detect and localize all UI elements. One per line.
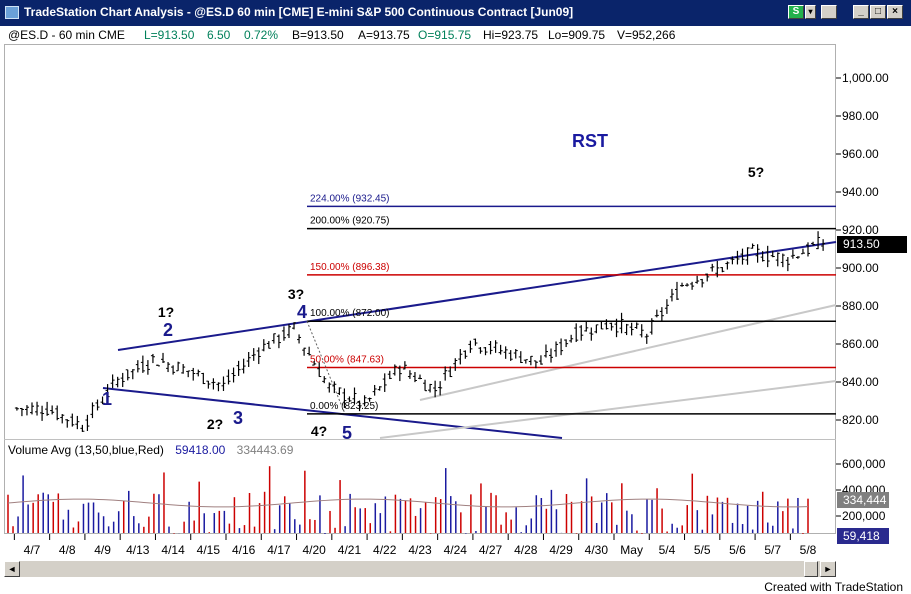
date-axis-layer: 4/7 4/8 4/9 4/13 4/14 4/15 4/16 4/17 4/20 4/21 4/2…	[13, 534, 817, 557]
scroll-thumb[interactable]	[804, 561, 818, 577]
fib-level-label: 50.00% (847.63)	[310, 355, 384, 366]
price-axis-label: 860.00	[842, 337, 879, 351]
volume-last-badge: 59,418	[837, 528, 889, 544]
open-price: O=915.75	[418, 28, 472, 42]
price-axis-label: 880.00	[842, 299, 879, 313]
wave-label: 1	[102, 389, 112, 409]
net-change-pct: 0.72%	[244, 28, 279, 42]
horizontal-scrollbar[interactable]: ◄ ►	[4, 560, 836, 577]
wave-labels-layer: 1 1?2 2? 3 3?4 4? 5 5?	[102, 164, 764, 443]
price-axis-label: 820.00	[842, 413, 879, 427]
price-bars-layer	[14, 231, 826, 432]
last-price-badge: 913.50	[837, 236, 907, 253]
price-axis-label: 940.00	[842, 185, 879, 199]
volume-axis-label: 200,000	[842, 509, 886, 523]
date-axis-label: 5/6	[729, 543, 746, 557]
lower-trendline	[102, 387, 563, 439]
fibonacci-levels-layer: 224.00% (932.45) 200.00% (920.75) 150.00% …	[306, 193, 836, 415]
price-axis-label: 980.00	[842, 109, 879, 123]
high-price: Hi=923.75	[483, 28, 539, 42]
close-button[interactable]: ×	[887, 5, 903, 19]
wave-label: 4	[297, 302, 307, 322]
price-axis-label: 1,000.00	[842, 71, 889, 85]
volume-indicator-name: Volume Avg (13,50,blue,Red)	[8, 443, 164, 457]
wave-label: 2	[163, 320, 173, 340]
date-axis-label: 4/21	[338, 543, 362, 557]
volume-pane-divider[interactable]	[4, 439, 836, 440]
date-axis-label: May	[620, 543, 643, 557]
volume-value-1: 59418.00	[175, 443, 226, 457]
volume-value-2: 334443.69	[236, 443, 294, 457]
rst-annotation: RST	[572, 131, 608, 151]
bid-price: B=913.50	[292, 28, 344, 42]
date-axis-label: 4/23	[408, 543, 432, 557]
scroll-right-icon[interactable]: ►	[820, 561, 836, 577]
app-icon	[5, 6, 19, 19]
volume-indicator-label: Volume Avg (13,50,blue,Red) 59418.00 334…	[8, 443, 301, 457]
price-axis-label: 920.00	[842, 223, 879, 237]
low-price: Lo=909.75	[548, 28, 606, 42]
price-axis-label: 960.00	[842, 147, 879, 161]
date-axis-label: 4/14	[161, 543, 185, 557]
wave-label: 2?	[207, 416, 223, 432]
chevron-down-icon[interactable]: ▾	[805, 5, 816, 19]
date-axis-label: 4/27	[479, 543, 503, 557]
wave-label: 1?	[158, 304, 174, 320]
price-axis-label: 840.00	[842, 375, 879, 389]
date-axis-label: 4/29	[549, 543, 573, 557]
price-axis-layer: 1,000.00 980.00 960.00 940.00 920.00 900.00 88…	[836, 71, 889, 523]
date-axis-label: 5/8	[800, 543, 817, 557]
quote-infobar: @ES.D - 60 min CME L=913.50 6.50 0.72% B…	[0, 26, 911, 44]
volume-value: V=952,266	[617, 28, 676, 42]
upper-trendline	[117, 241, 837, 351]
date-axis-label: 5/5	[694, 543, 711, 557]
fib-level-label: 200.00% (920.75)	[310, 216, 390, 227]
date-axis-label: 4/30	[585, 543, 609, 557]
chart-plot-area[interactable]	[4, 44, 836, 534]
symbol-label: @ES.D - 60 min CME	[8, 28, 125, 42]
last-price: L=913.50	[144, 28, 195, 42]
fib-level-label: 100.00% (872.00)	[310, 308, 390, 319]
scroll-left-icon[interactable]: ◄	[4, 561, 20, 577]
wave-label: 3?	[288, 286, 304, 302]
price-axis-label: 900.00	[842, 261, 879, 275]
volume-bars-layer	[7, 466, 809, 534]
trend-channel-layer	[102, 241, 837, 439]
volume-axis-label: 600,000	[842, 457, 886, 471]
volume-avg-badge: 334,444	[837, 492, 889, 508]
date-axis-label: 4/24	[444, 543, 468, 557]
fib-connector-line	[306, 321, 346, 415]
gray-channel-upper	[419, 304, 837, 401]
date-axis-label: 4/16	[232, 543, 256, 557]
date-axis-label: 4/22	[373, 543, 397, 557]
fib-level-label: 150.00% (896.38)	[310, 262, 390, 273]
date-axis-label: 4/8	[59, 543, 76, 557]
date-axis-label: 5/7	[764, 543, 781, 557]
wave-label: 5?	[748, 164, 764, 180]
wave-label: 5	[342, 423, 352, 443]
date-axis-label: 4/9	[94, 543, 111, 557]
fib-level-label: 224.00% (932.45)	[310, 193, 390, 204]
window-title: TradeStation Chart Analysis - @ES.D 60 m…	[24, 5, 574, 19]
wave-label: 3	[233, 408, 243, 428]
date-axis-label: 4/17	[267, 543, 291, 557]
date-axis-label: 5/4	[659, 543, 676, 557]
date-axis-label: 4/28	[514, 543, 538, 557]
maximize-button[interactable]: □	[870, 5, 886, 19]
restore-button[interactable]	[821, 5, 837, 19]
gray-channel-lower	[379, 380, 837, 439]
s-button[interactable]: S	[788, 5, 804, 19]
date-axis-label: 4/13	[126, 543, 150, 557]
date-axis-label: 4/15	[197, 543, 221, 557]
minimize-button[interactable]: _	[853, 5, 869, 19]
footer-credit: Created with TradeStation	[764, 580, 903, 594]
net-change: 6.50	[207, 28, 231, 42]
window-titlebar: TradeStation Chart Analysis - @ES.D 60 m…	[0, 0, 911, 26]
date-axis-label: 4/20	[303, 543, 327, 557]
ask-price: A=913.75	[358, 28, 410, 42]
date-axis-label: 4/7	[24, 543, 41, 557]
volume-average-line	[7, 498, 809, 508]
wave-label: 4?	[311, 423, 327, 439]
